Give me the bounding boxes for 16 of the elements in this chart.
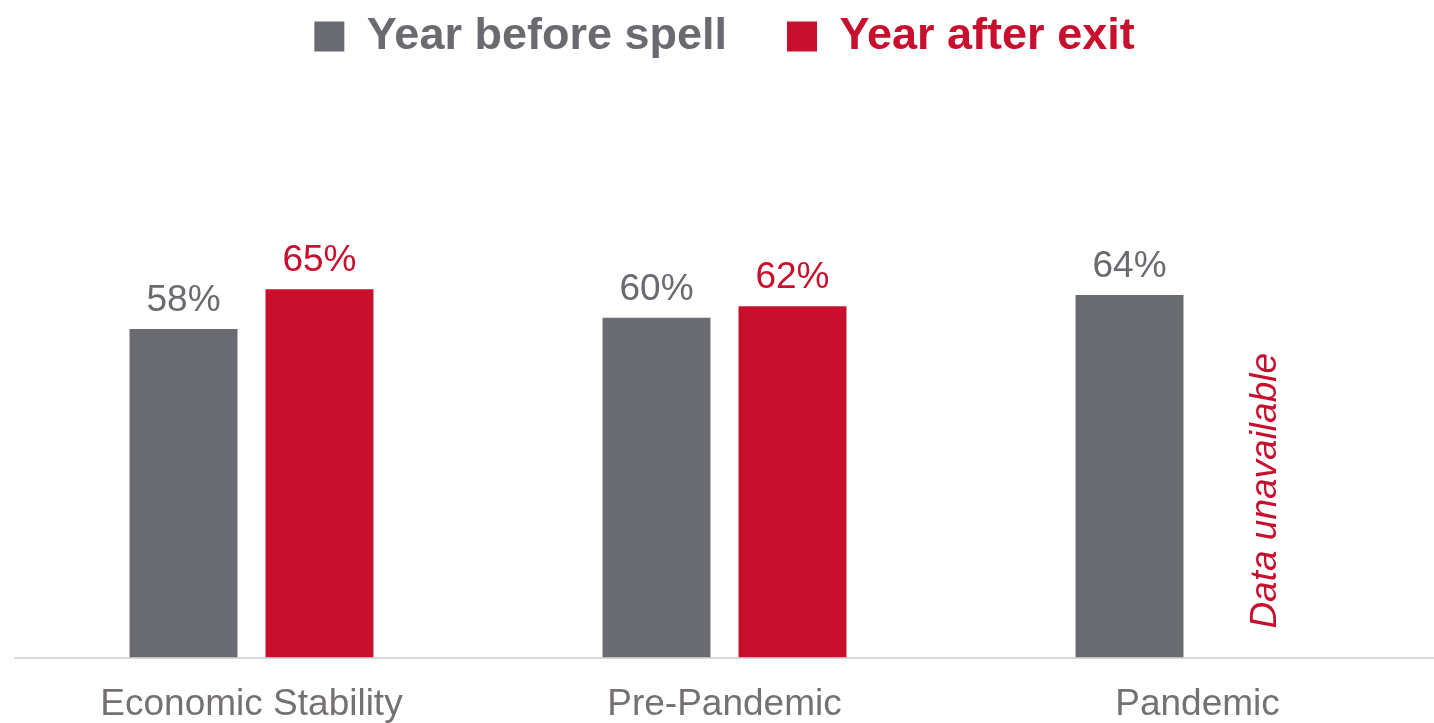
bar <box>602 317 711 658</box>
x-tick-label: Economic Stability <box>100 682 404 723</box>
bar <box>1075 294 1184 658</box>
data-label: 60% <box>619 266 694 308</box>
legend-label: Year before spell <box>366 7 728 59</box>
bar <box>738 306 847 658</box>
x-tick-label: Pre-Pandemic <box>607 682 842 723</box>
x-tick-label: Pandemic <box>1115 682 1280 723</box>
data-label: 64% <box>1092 243 1167 285</box>
bar <box>265 289 374 658</box>
data-label: 58% <box>146 277 221 319</box>
bar <box>129 328 238 658</box>
annotation: Data unavailable <box>1242 352 1284 629</box>
legend-label: Year after exit <box>839 7 1135 59</box>
data-label: 65% <box>282 238 357 280</box>
data-label: 62% <box>755 255 830 297</box>
